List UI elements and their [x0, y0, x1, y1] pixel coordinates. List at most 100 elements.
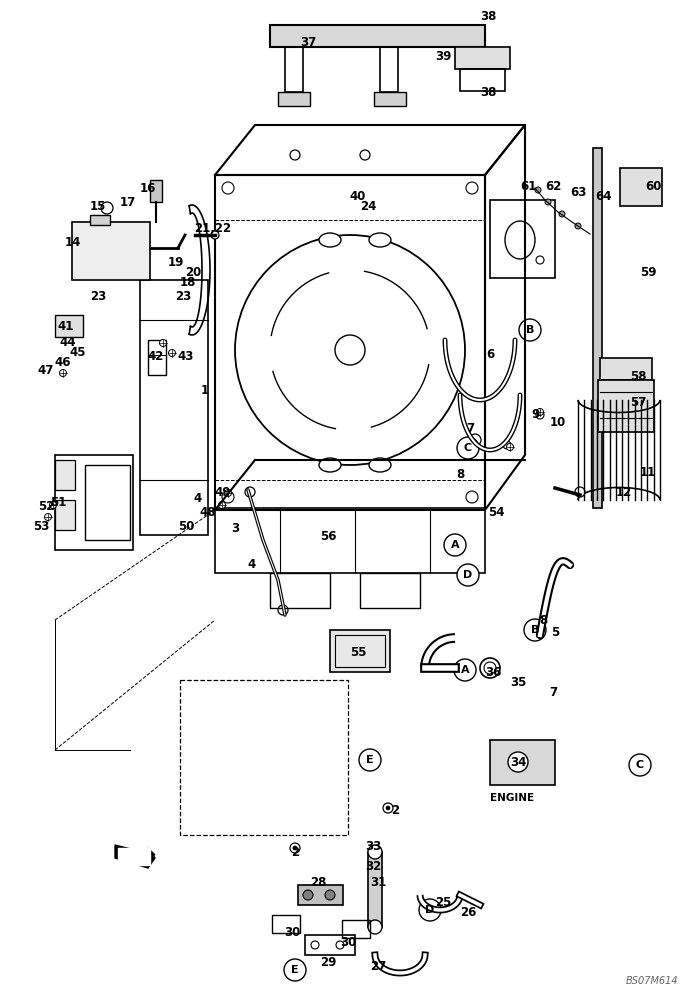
- Text: 30: 30: [284, 926, 300, 938]
- Ellipse shape: [369, 233, 391, 247]
- Text: 63: 63: [570, 186, 586, 198]
- Text: D: D: [464, 570, 473, 580]
- Text: 26: 26: [460, 906, 476, 918]
- Bar: [215, 175, 485, 510]
- Circle shape: [159, 340, 166, 347]
- Text: 19: 19: [168, 255, 184, 268]
- Circle shape: [225, 489, 232, 496]
- Bar: [148, 340, 166, 375]
- Circle shape: [454, 659, 476, 681]
- Text: 24: 24: [360, 200, 376, 214]
- Text: E: E: [291, 965, 299, 975]
- Text: 44: 44: [60, 336, 77, 349]
- Circle shape: [222, 182, 234, 194]
- Circle shape: [536, 411, 544, 419]
- Text: 38: 38: [480, 10, 496, 23]
- Circle shape: [311, 941, 319, 949]
- Text: 58: 58: [630, 370, 647, 383]
- Bar: [368, 852, 382, 927]
- Text: 62: 62: [545, 180, 561, 194]
- Text: 3: 3: [231, 522, 239, 534]
- Text: 35: 35: [509, 676, 526, 688]
- Circle shape: [359, 749, 381, 771]
- Bar: [90, 215, 110, 225]
- Text: B: B: [525, 325, 535, 335]
- Circle shape: [335, 335, 365, 365]
- Circle shape: [629, 754, 651, 776]
- Circle shape: [284, 959, 306, 981]
- Bar: [180, 680, 348, 835]
- Circle shape: [503, 441, 511, 449]
- Bar: [215, 508, 485, 573]
- Circle shape: [480, 658, 500, 678]
- Bar: [620, 168, 662, 206]
- Bar: [305, 935, 355, 955]
- Text: 50: 50: [177, 520, 194, 534]
- Text: 12: 12: [616, 486, 632, 498]
- Text: A: A: [451, 540, 459, 550]
- Circle shape: [419, 899, 441, 921]
- Text: 43: 43: [177, 351, 194, 363]
- Circle shape: [245, 487, 255, 497]
- Text: 25: 25: [435, 896, 451, 908]
- Circle shape: [45, 514, 52, 520]
- Circle shape: [519, 319, 541, 341]
- Bar: [140, 280, 208, 535]
- Text: 2: 2: [391, 804, 399, 816]
- Text: 59: 59: [640, 265, 656, 278]
- Text: 6: 6: [486, 349, 494, 361]
- Text: 29: 29: [320, 956, 336, 968]
- Text: 41: 41: [58, 320, 74, 334]
- Circle shape: [211, 231, 219, 239]
- Polygon shape: [115, 845, 155, 868]
- Text: 21,22: 21,22: [194, 222, 232, 234]
- Text: 7: 7: [549, 686, 557, 698]
- Bar: [490, 200, 555, 278]
- Text: 23: 23: [90, 290, 106, 304]
- Circle shape: [383, 803, 393, 813]
- Text: 14: 14: [65, 235, 81, 248]
- Bar: [593, 148, 602, 508]
- Text: 39: 39: [435, 50, 451, 64]
- Text: 37: 37: [300, 35, 316, 48]
- Bar: [360, 573, 420, 608]
- Circle shape: [386, 806, 390, 810]
- Text: 52: 52: [38, 500, 54, 514]
- Bar: [55, 315, 83, 337]
- Text: 47: 47: [38, 363, 54, 376]
- Circle shape: [303, 890, 313, 900]
- Text: 18: 18: [180, 275, 196, 288]
- Bar: [55, 460, 75, 490]
- Text: 53: 53: [33, 520, 49, 534]
- Text: E: E: [366, 755, 374, 765]
- Circle shape: [293, 846, 297, 850]
- Text: 61: 61: [520, 180, 536, 194]
- Text: 4: 4: [194, 491, 202, 504]
- Text: B: B: [531, 625, 539, 635]
- Text: 49: 49: [215, 486, 231, 498]
- Bar: [85, 465, 130, 540]
- Circle shape: [278, 605, 288, 615]
- Text: 28: 28: [310, 876, 326, 888]
- Ellipse shape: [505, 221, 535, 259]
- Circle shape: [524, 619, 546, 641]
- Circle shape: [101, 202, 113, 214]
- Text: 34: 34: [509, 756, 526, 768]
- Bar: [342, 920, 370, 938]
- Bar: [380, 47, 398, 92]
- Text: 10: 10: [550, 416, 566, 428]
- Text: 9: 9: [531, 408, 539, 422]
- Text: 32: 32: [365, 860, 381, 874]
- Text: ENGINE: ENGINE: [490, 793, 534, 803]
- Bar: [270, 25, 485, 47]
- Circle shape: [537, 408, 544, 416]
- Text: 8: 8: [539, 613, 547, 626]
- Text: 56: 56: [319, 530, 336, 544]
- Bar: [278, 92, 310, 106]
- Circle shape: [575, 487, 585, 497]
- Circle shape: [466, 491, 478, 503]
- Text: 1: 1: [201, 383, 209, 396]
- Bar: [598, 380, 654, 432]
- Bar: [298, 885, 343, 905]
- Circle shape: [336, 941, 344, 949]
